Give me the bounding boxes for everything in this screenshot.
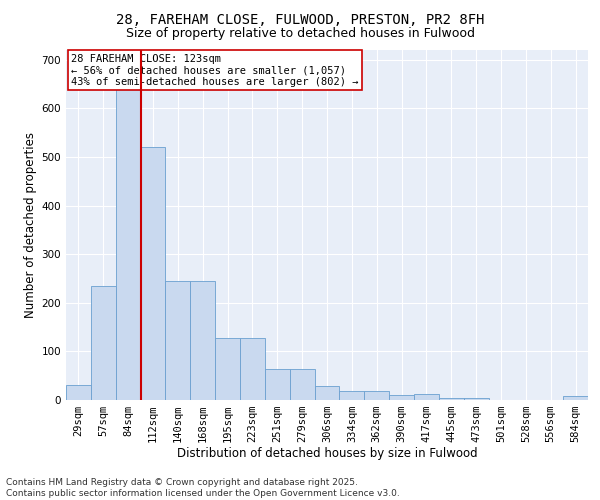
Bar	[215, 338, 240, 400]
Bar	[265, 370, 290, 400]
Bar	[190, 281, 215, 400]
Text: Size of property relative to detached houses in Fulwood: Size of property relative to detached ho…	[125, 28, 475, 40]
Bar	[166, 281, 190, 400]
Text: 28, FAREHAM CLOSE, FULWOOD, PRESTON, PR2 8FH: 28, FAREHAM CLOSE, FULWOOD, PRESTON, PR2…	[116, 12, 484, 26]
Bar	[563, 396, 588, 400]
Bar	[66, 386, 91, 400]
Bar	[240, 338, 265, 400]
X-axis label: Distribution of detached houses by size in Fulwood: Distribution of detached houses by size …	[176, 446, 478, 460]
Bar	[116, 84, 140, 400]
Bar	[140, 147, 166, 400]
Bar	[389, 395, 414, 400]
Bar	[364, 391, 389, 400]
Bar	[290, 370, 314, 400]
Text: Contains HM Land Registry data © Crown copyright and database right 2025.
Contai: Contains HM Land Registry data © Crown c…	[6, 478, 400, 498]
Bar	[464, 398, 488, 400]
Bar	[314, 386, 340, 400]
Bar	[439, 398, 464, 400]
Bar	[91, 286, 116, 400]
Text: 28 FAREHAM CLOSE: 123sqm
← 56% of detached houses are smaller (1,057)
43% of sem: 28 FAREHAM CLOSE: 123sqm ← 56% of detach…	[71, 54, 359, 86]
Bar	[414, 394, 439, 400]
Y-axis label: Number of detached properties: Number of detached properties	[25, 132, 37, 318]
Bar	[340, 391, 364, 400]
